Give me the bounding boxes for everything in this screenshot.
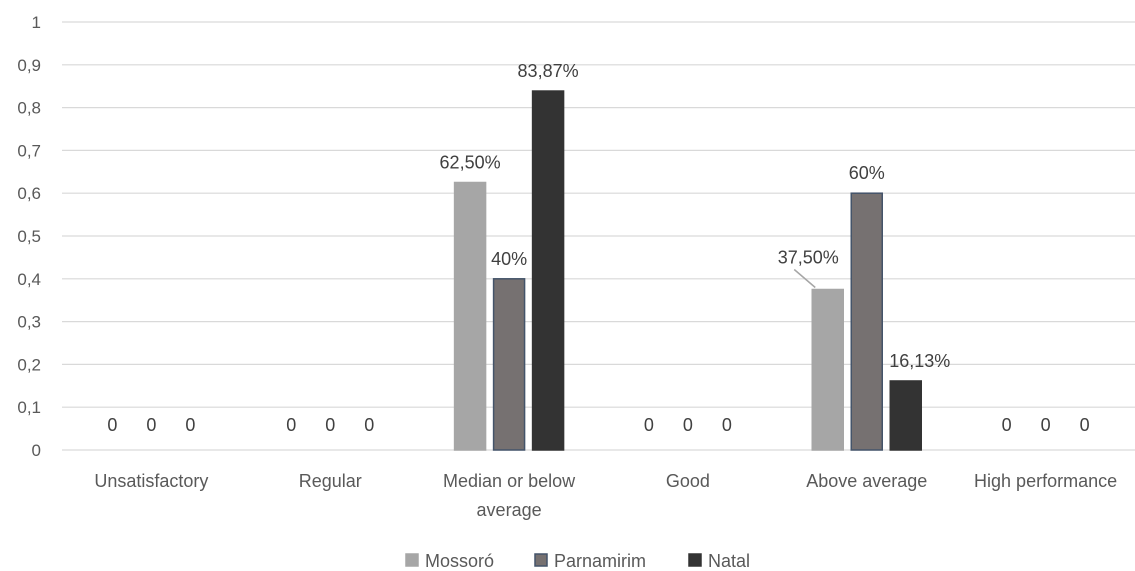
x-axis: Unsatisfactory Regular Median or below aver…: [94, 471, 1117, 520]
data-label: 0: [146, 415, 156, 435]
legend-swatch: [405, 553, 419, 567]
data-label: 0: [364, 415, 374, 435]
legend[interactable]: Mossoró Parnamirim Natal: [405, 551, 750, 571]
legend-item-mossor-[interactable]: Mossoró: [405, 551, 494, 571]
data-label: 0: [644, 415, 654, 435]
bar-parnamirim: [850, 192, 883, 451]
x-category-label: Median or below: [443, 471, 576, 491]
data-labels: 0 0 0 0 0 0 62,50% 40% 83,87% 0 0 0 37,50% 60% 16,13% 0…: [107, 61, 1089, 435]
data-label: 0: [1041, 415, 1051, 435]
x-category-label: Good: [666, 471, 710, 491]
y-tick-label: 0,3: [17, 313, 41, 332]
x-category-label: Regular: [299, 471, 362, 491]
y-tick-label: 0,1: [17, 398, 41, 417]
bar-mossor-: [811, 288, 844, 451]
bars: [453, 90, 922, 451]
y-tick-label: 0,4: [17, 270, 41, 289]
legend-swatch: [688, 553, 702, 567]
bar-parnamirim: [492, 278, 526, 451]
y-tick-label: 0,9: [17, 56, 41, 75]
y-tick-label: 0,5: [17, 227, 41, 246]
data-label: 83,87%: [518, 61, 579, 81]
data-label: 62,50%: [440, 153, 501, 173]
x-category-label: Above average: [806, 471, 927, 491]
x-category-label: High performance: [974, 471, 1117, 491]
y-axis: 0 0,1 0,2 0,3 0,4 0,5 0,6 0,7 0,8 0,9 1: [17, 13, 41, 460]
bar-mossor-: [453, 181, 487, 451]
data-label: 40%: [491, 249, 527, 269]
legend-label: Natal: [708, 551, 750, 571]
bar-natal: [889, 380, 922, 451]
legend-label: Parnamirim: [554, 551, 646, 571]
bar-natal: [531, 90, 565, 451]
y-tick-label: 0,6: [17, 184, 41, 203]
legend-swatch: [534, 553, 548, 567]
gridlines: [62, 21, 1135, 451]
x-category-label: average: [477, 500, 542, 520]
data-label: 0: [683, 415, 693, 435]
data-label: 0: [286, 415, 296, 435]
y-tick-label: 0,7: [17, 141, 41, 160]
x-category-label: Unsatisfactory: [94, 471, 208, 491]
data-label: 37,50%: [778, 248, 839, 268]
y-tick-label: 0: [32, 441, 41, 460]
y-tick-label: 0,8: [17, 99, 41, 118]
data-label: 0: [107, 415, 117, 435]
legend-item-natal[interactable]: Natal: [688, 551, 750, 571]
data-label: 0: [1080, 415, 1090, 435]
data-label: 0: [185, 415, 195, 435]
data-label: 60%: [849, 163, 885, 183]
data-label: 16,13%: [889, 351, 950, 371]
y-tick-label: 1: [32, 13, 41, 32]
leader-line: [793, 268, 816, 289]
legend-label: Mossoró: [425, 551, 494, 571]
data-label: 0: [1002, 415, 1012, 435]
y-tick-label: 0,2: [17, 355, 41, 374]
data-label: 0: [325, 415, 335, 435]
data-label: 0: [722, 415, 732, 435]
legend-item-parnamirim[interactable]: Parnamirim: [534, 551, 646, 571]
